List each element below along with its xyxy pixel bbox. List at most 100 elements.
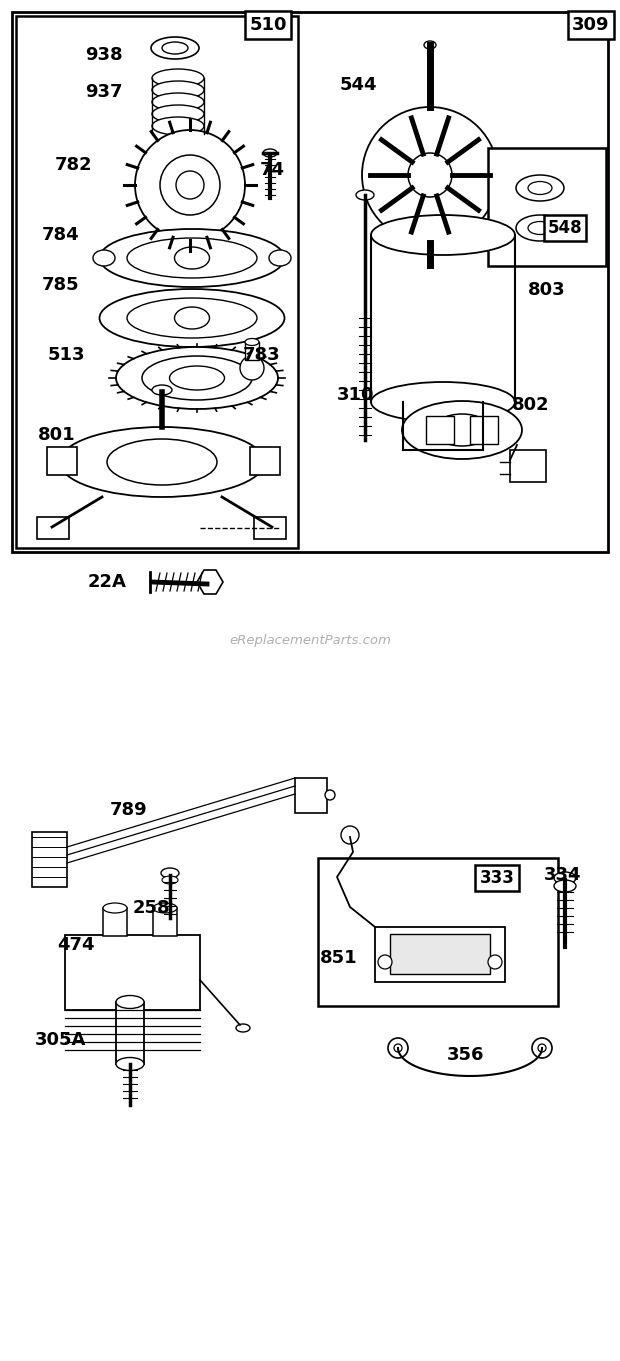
Ellipse shape: [107, 440, 217, 485]
Circle shape: [378, 955, 392, 969]
Ellipse shape: [516, 215, 564, 241]
Ellipse shape: [371, 215, 515, 255]
Ellipse shape: [269, 250, 291, 265]
Bar: [37, 517, 69, 539]
Text: 334: 334: [544, 866, 582, 885]
Circle shape: [240, 357, 264, 380]
Ellipse shape: [516, 176, 564, 201]
Text: 74: 74: [260, 161, 285, 180]
Text: 802: 802: [512, 396, 549, 414]
Text: 938: 938: [85, 46, 123, 64]
Ellipse shape: [142, 357, 252, 400]
Text: 801: 801: [38, 426, 76, 444]
Text: 548: 548: [547, 219, 582, 237]
Ellipse shape: [93, 250, 115, 265]
Ellipse shape: [152, 117, 204, 135]
Ellipse shape: [116, 1057, 144, 1071]
Bar: [375, 927, 505, 983]
Circle shape: [538, 1044, 546, 1052]
Text: 783: 783: [243, 346, 281, 363]
Bar: [250, 446, 280, 475]
Ellipse shape: [99, 289, 285, 347]
Ellipse shape: [116, 347, 278, 410]
Bar: [295, 778, 327, 813]
Ellipse shape: [152, 105, 204, 122]
Ellipse shape: [151, 37, 199, 59]
Bar: [245, 342, 259, 361]
Bar: [103, 908, 127, 936]
Circle shape: [362, 108, 498, 244]
Ellipse shape: [371, 382, 515, 422]
Polygon shape: [65, 935, 200, 1010]
Text: 258: 258: [133, 900, 171, 917]
Text: 309: 309: [572, 16, 609, 34]
Circle shape: [135, 131, 245, 240]
Ellipse shape: [127, 238, 257, 278]
Ellipse shape: [99, 229, 285, 287]
Circle shape: [176, 171, 204, 199]
Text: 474: 474: [57, 936, 94, 954]
Ellipse shape: [554, 881, 576, 891]
Text: 851: 851: [320, 949, 358, 968]
Ellipse shape: [245, 339, 259, 346]
Circle shape: [388, 1038, 408, 1057]
Ellipse shape: [161, 868, 179, 878]
Text: 937: 937: [85, 83, 123, 101]
Text: 782: 782: [55, 157, 92, 174]
Ellipse shape: [152, 82, 204, 99]
Ellipse shape: [433, 414, 491, 446]
Text: 785: 785: [42, 276, 79, 294]
Text: 789: 789: [110, 802, 148, 819]
Ellipse shape: [174, 246, 210, 269]
Ellipse shape: [127, 298, 257, 338]
Bar: [318, 857, 558, 1006]
Circle shape: [341, 826, 359, 844]
Bar: [116, 1002, 144, 1064]
Ellipse shape: [162, 876, 178, 885]
Ellipse shape: [528, 222, 552, 234]
Ellipse shape: [236, 1023, 250, 1032]
Text: 333: 333: [479, 870, 515, 887]
Ellipse shape: [153, 902, 177, 913]
Bar: [153, 908, 177, 936]
Text: eReplacementParts.com: eReplacementParts.com: [229, 633, 391, 646]
Bar: [426, 416, 454, 444]
Text: 510: 510: [249, 16, 286, 34]
Circle shape: [488, 955, 502, 969]
Bar: [510, 450, 546, 482]
Circle shape: [160, 155, 220, 215]
Ellipse shape: [356, 191, 374, 200]
Bar: [12, 12, 608, 553]
Text: 310: 310: [337, 387, 374, 404]
Bar: [390, 934, 490, 974]
Ellipse shape: [152, 93, 204, 112]
Bar: [488, 148, 606, 265]
Text: 544: 544: [340, 76, 378, 94]
Bar: [16, 16, 298, 548]
Circle shape: [325, 789, 335, 800]
Text: 356: 356: [447, 1047, 484, 1064]
Ellipse shape: [152, 385, 172, 395]
Text: 784: 784: [42, 226, 79, 244]
Ellipse shape: [103, 902, 127, 913]
Circle shape: [532, 1038, 552, 1057]
Text: 305A: 305A: [35, 1032, 86, 1049]
Ellipse shape: [263, 148, 277, 157]
Ellipse shape: [116, 995, 144, 1009]
Ellipse shape: [528, 181, 552, 195]
Polygon shape: [197, 570, 223, 593]
Ellipse shape: [174, 308, 210, 329]
Ellipse shape: [60, 427, 265, 497]
Ellipse shape: [152, 69, 204, 87]
Text: 803: 803: [528, 280, 565, 299]
Ellipse shape: [554, 872, 576, 885]
Text: 22A: 22A: [88, 573, 127, 591]
Circle shape: [394, 1044, 402, 1052]
Bar: [32, 832, 67, 887]
Circle shape: [408, 152, 452, 197]
Ellipse shape: [424, 41, 436, 49]
Bar: [47, 446, 77, 475]
Bar: [470, 416, 498, 444]
Ellipse shape: [402, 401, 522, 459]
Ellipse shape: [162, 42, 188, 54]
